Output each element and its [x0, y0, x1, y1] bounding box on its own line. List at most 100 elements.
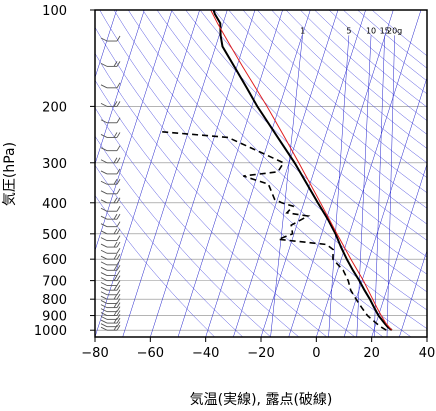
- isotherm-line: [343, 76, 427, 337]
- wind-barb: [100, 306, 121, 313]
- wind-barb: [100, 241, 121, 248]
- y-tick-label: 900: [42, 310, 67, 325]
- isotherm-line: [205, 10, 311, 337]
- isotherm-line: [426, 336, 427, 337]
- wind-barb: [100, 235, 121, 242]
- isotherm-line: [150, 10, 256, 337]
- wind-barb: [100, 228, 121, 235]
- dry-adiabat: [95, 107, 300, 337]
- isotherm-line: [95, 10, 173, 252]
- x-tick-label: 0: [312, 346, 320, 361]
- isotherm-line: [371, 163, 427, 337]
- wind-barb: [100, 289, 121, 296]
- y-tick-label: 600: [42, 253, 67, 268]
- dry-adiabat: [171, 10, 427, 258]
- mixing-ratio-label: 1: [300, 26, 305, 35]
- dry-adiabat: [214, 10, 427, 209]
- wind-barb: [100, 293, 121, 300]
- wind-barbs: [100, 35, 121, 331]
- mixing-ratio-line: [386, 35, 395, 337]
- x-axis-title: 気温(実線), 露点(破線): [190, 392, 333, 408]
- x-tick-label: −40: [192, 346, 219, 361]
- wind-barb: [100, 248, 121, 254]
- dry-adiabat: [314, 10, 427, 108]
- dry-adiabat: [185, 10, 427, 241]
- dry-adiabat: [228, 10, 427, 194]
- wind-barb: [100, 168, 121, 175]
- y-tick-label: 400: [42, 197, 67, 212]
- mixing-ratio-line: [328, 35, 350, 337]
- wind-barb: [100, 157, 121, 164]
- mixing-ratio-line: [373, 35, 385, 337]
- wind-barb: [100, 253, 121, 260]
- y-axis-title: 気圧(hPa): [2, 142, 18, 206]
- wind-barb: [100, 270, 121, 277]
- dry-adiabat: [95, 135, 271, 337]
- wind-barb: [100, 61, 121, 67]
- wind-barb: [100, 284, 121, 291]
- wind-barb: [100, 317, 121, 324]
- wind-barb: [100, 265, 121, 271]
- wind-barb: [100, 197, 121, 204]
- isotherm-line: [122, 10, 228, 337]
- y-tick-label: 700: [42, 275, 67, 290]
- dry-adiabat: [95, 164, 243, 337]
- mixing-ratio-label: 5: [346, 26, 351, 35]
- background-lines: [95, 10, 427, 337]
- x-tick-label: 40: [419, 346, 436, 361]
- dewpoint-line: [160, 130, 387, 331]
- wind-barb: [100, 145, 121, 152]
- wind-barb: [100, 205, 121, 212]
- dry-adiabat: [95, 52, 356, 337]
- isotherm-line: [95, 10, 117, 79]
- y-tick-label: 800: [42, 293, 67, 308]
- wind-barb: [100, 321, 121, 328]
- x-axis-ticks: −80 −60 −40 −20 0 20 40: [81, 337, 435, 361]
- dry-adiabat: [271, 10, 427, 149]
- temperature-line: [212, 10, 393, 331]
- wind-barb: [100, 101, 121, 107]
- y-tick-label: 300: [42, 157, 67, 172]
- isotherm-line: [95, 10, 145, 165]
- x-tick-label: −80: [81, 346, 108, 361]
- dry-adiabat: [199, 10, 427, 225]
- isotherm-line: [233, 10, 339, 337]
- mixing-ratio-label: 20g: [387, 26, 402, 35]
- dry-adiabat: [300, 10, 427, 121]
- dry-adiabat: [242, 10, 427, 179]
- y-tick-label: 1000: [34, 324, 67, 339]
- y-tick-label: 500: [42, 228, 67, 243]
- x-tick-label: −20: [247, 346, 274, 361]
- dry-adiabat: [95, 195, 215, 337]
- dry-adiabat: [95, 79, 328, 337]
- x-tick-label: −60: [137, 346, 164, 361]
- dry-adiabat: [357, 10, 427, 69]
- wind-barb: [100, 188, 121, 195]
- wind-barb: [100, 82, 121, 89]
- wind-barb: [100, 117, 121, 124]
- wind-barb: [100, 35, 121, 42]
- dry-adiabat: [128, 10, 427, 311]
- wind-barb: [100, 280, 121, 286]
- wind-barb: [100, 132, 121, 138]
- dry-adiabat: [285, 10, 427, 135]
- wind-barb: [100, 298, 121, 304]
- wind-barb: [100, 324, 121, 331]
- isotherm-line: [177, 10, 283, 337]
- isotherm-line: [399, 249, 427, 337]
- wind-barb: [100, 259, 121, 266]
- dry-adiabat: [328, 10, 427, 95]
- y-tick-label: 200: [42, 100, 67, 115]
- mixing-ratio-label: 10: [366, 26, 376, 35]
- wind-barb: [100, 275, 121, 282]
- isotherm-line: [95, 10, 200, 337]
- isotherm-line: [316, 10, 422, 337]
- mixing-ratio-line: [270, 35, 303, 337]
- x-tick-label: 20: [363, 346, 380, 361]
- mixing-ratio-label: 15: [380, 26, 390, 35]
- dry-adiabat: [257, 10, 427, 164]
- wind-barb: [100, 221, 121, 228]
